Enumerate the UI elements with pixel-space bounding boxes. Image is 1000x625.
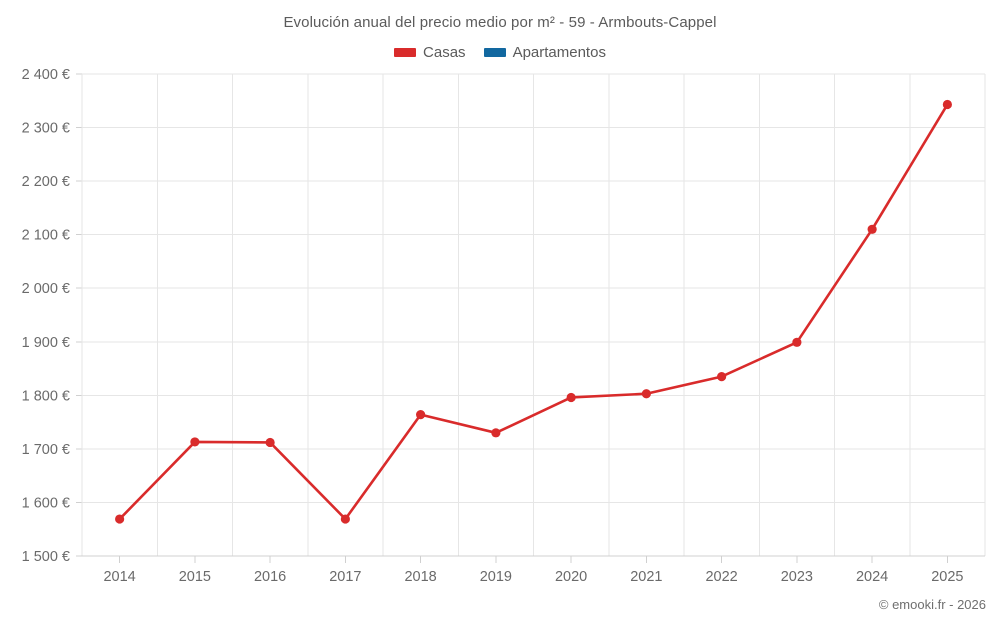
- legend-swatch-casas-icon: [394, 48, 417, 57]
- x-axis-tick-label: 2016: [254, 569, 286, 585]
- y-axis-tick-label: 2 300 €: [22, 121, 70, 137]
- x-axis-tick-label: 2017: [329, 569, 361, 585]
- legend-swatch-apartamentos-icon: [483, 48, 506, 57]
- x-axis-tick-label: 2023: [781, 569, 813, 585]
- x-axis-tick-label: 2024: [856, 569, 888, 585]
- y-axis-tick-label: 1 700 €: [22, 442, 70, 458]
- data-point-marker[interactable]: [115, 514, 125, 524]
- grid-lines: [76, 73, 986, 557]
- x-axis-tick-labels: 2014 2015 2016 2017 2018 2019 2020 2021 2022 2023…: [103, 569, 963, 585]
- y-axis-tick-label: 1 800 €: [22, 388, 70, 404]
- legend-label-apartamentos: Apartamentos: [512, 44, 606, 61]
- x-axis-tick-label: 2015: [179, 569, 211, 585]
- legend-label-casas: Casas: [423, 44, 466, 61]
- series-line-casas: [118, 103, 949, 521]
- x-axis-tick-label: 2025: [931, 569, 963, 585]
- data-point-marker[interactable]: [792, 337, 802, 347]
- y-axis-tick-label: 1 500 €: [22, 549, 70, 565]
- data-point-marker[interactable]: [566, 392, 576, 403]
- data-point-marker[interactable]: [190, 437, 200, 447]
- x-axis-tick-label: 2022: [705, 569, 737, 585]
- y-axis-tick-label: 2 000 €: [22, 281, 70, 297]
- footer-credit: © emooki.fr - 2026: [878, 597, 986, 612]
- data-point-marker[interactable]: [867, 224, 877, 234]
- series-markers-casas: [115, 99, 952, 524]
- chart-legend: Casas Apartamentos: [0, 44, 1000, 61]
- x-axis-tick-label: 2020: [555, 569, 587, 585]
- legend-item-casas[interactable]: Casas: [394, 44, 466, 61]
- x-axis-tick-label: 2018: [404, 569, 436, 585]
- y-axis-tick-label: 1 600 €: [22, 495, 70, 511]
- y-axis-tick-label: 2 200 €: [22, 174, 70, 190]
- y-axis-tick-label: 1 900 €: [22, 335, 70, 351]
- legend-item-apartamentos[interactable]: Apartamentos: [483, 44, 606, 61]
- x-axis-tick-marks: [119, 556, 948, 563]
- data-point-marker[interactable]: [641, 389, 651, 399]
- data-point-marker[interactable]: [491, 428, 501, 438]
- y-axis-tick-label: 2 400 €: [22, 67, 70, 83]
- x-axis-tick-label: 2014: [103, 569, 135, 585]
- data-point-marker[interactable]: [416, 410, 426, 420]
- data-point-marker[interactable]: [265, 437, 275, 448]
- x-axis-tick-label: 2019: [480, 569, 512, 585]
- chart-title: Evolución anual del precio medio por m² …: [283, 14, 717, 31]
- line-path-casas: [118, 103, 949, 521]
- x-axis-tick-label: 2021: [630, 569, 662, 585]
- data-point-marker[interactable]: [717, 371, 727, 382]
- y-axis-tick-label: 2 100 €: [22, 228, 70, 244]
- data-point-marker[interactable]: [942, 99, 952, 110]
- data-point-marker[interactable]: [340, 514, 350, 524]
- y-axis-tick-labels: 1 500 € 1 600 € 1 700 € 1 800 € 1 900 € 2 000…: [22, 67, 70, 565]
